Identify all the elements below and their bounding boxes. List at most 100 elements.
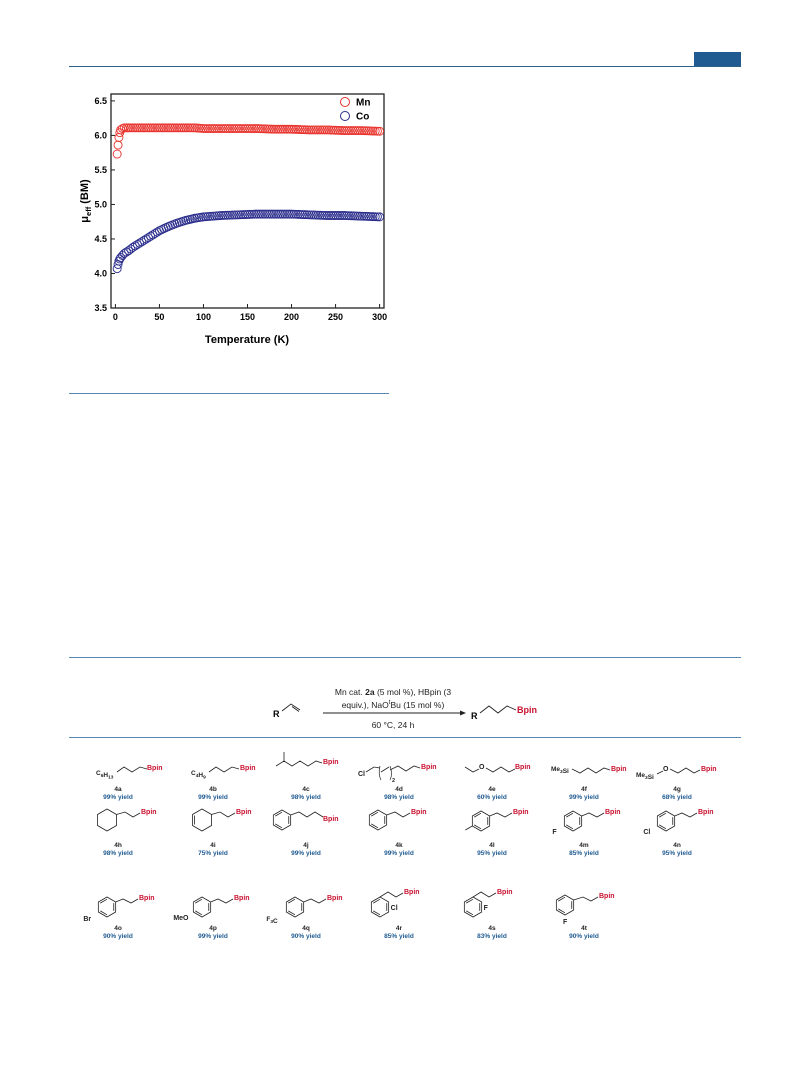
- atom-label: Me3Si: [551, 766, 569, 775]
- compound-4n: Bpin Cl 4n 95% yield: [628, 800, 726, 862]
- data-point: [295, 210, 305, 219]
- atom-label: Cl: [643, 829, 650, 836]
- compound-yield: 99% yield: [569, 794, 599, 801]
- data-point: [188, 214, 197, 224]
- data-point: [375, 126, 385, 136]
- data-point: [256, 209, 266, 219]
- data-point: [267, 209, 277, 219]
- structure-4m: Bpin F: [552, 809, 621, 836]
- data-point: [236, 210, 246, 220]
- x-tick-label: 0: [113, 312, 118, 322]
- bond: [380, 766, 390, 773]
- double-bond: [659, 812, 667, 818]
- compound-id: 4t: [581, 925, 587, 932]
- data-point: [271, 209, 281, 219]
- data-point: [126, 123, 136, 133]
- compound-4h: Bpin 4h 98% yield: [69, 800, 167, 862]
- compound-4e: O Bpin 4e 60% yield: [443, 744, 541, 806]
- data-point: [150, 228, 160, 238]
- bond: [674, 812, 698, 818]
- bpin-label: Bpin: [698, 809, 714, 816]
- bpin-label: Bpin: [421, 764, 437, 771]
- double-bond: [466, 910, 474, 916]
- data-point: [282, 209, 292, 219]
- data-point: [227, 124, 237, 133]
- data-point: [130, 123, 140, 133]
- data-point: [258, 209, 268, 219]
- data-point: [254, 124, 263, 134]
- compound-id: 4g: [673, 786, 681, 793]
- data-point: [247, 209, 257, 219]
- bpin-label: Bpin: [323, 816, 339, 823]
- scheme-top-rule: [69, 657, 741, 658]
- data-point: [225, 210, 235, 220]
- data-point: [280, 209, 290, 219]
- compound-4i: Bpin 4i 75% yield: [164, 800, 262, 862]
- data-point: [289, 124, 299, 134]
- data-point: [350, 211, 360, 221]
- data-point: [148, 123, 158, 133]
- data-point: [276, 124, 285, 134]
- atom-label: Cl: [358, 771, 365, 778]
- structure-4g: Me3Si O Bpin: [636, 766, 717, 781]
- compound-4g: Me3Si O Bpin 4g 68% yield: [628, 744, 726, 806]
- data-point: [174, 123, 184, 133]
- data-point: [276, 209, 285, 219]
- double-bond: [195, 910, 203, 916]
- data-point: [172, 123, 182, 133]
- structure-4s: Bpin F: [463, 889, 513, 918]
- data-point: [315, 210, 325, 220]
- bond: [489, 812, 513, 818]
- compound-id: 4r: [395, 925, 403, 932]
- data-point: [214, 124, 224, 133]
- bond: [465, 825, 473, 831]
- double-bond: [659, 824, 667, 830]
- structure-4o: Bpin Br: [83, 895, 154, 923]
- data-point: [251, 209, 261, 219]
- structure-4i: Bpin: [192, 808, 252, 832]
- data-point: [210, 124, 219, 133]
- data-point: [337, 211, 347, 220]
- ring: [471, 810, 491, 832]
- data-point: [170, 219, 180, 229]
- compound-yield: 90% yield: [103, 933, 133, 940]
- compound-4t: Bpin F 4t 90% yield: [535, 883, 633, 945]
- data-point: [304, 210, 314, 220]
- compound-id: 4p: [209, 925, 217, 932]
- compound-yield: 60% yield: [477, 794, 507, 801]
- compound-4l: Bpin 4l 95% yield: [443, 800, 541, 862]
- data-point: [267, 124, 277, 134]
- reaction-conditions: Mn cat. 2a (5 mol %), HBpin (3 equiv.), …: [334, 687, 452, 710]
- ring: [368, 809, 388, 831]
- compound-yield: 99% yield: [291, 850, 321, 857]
- data-point: [139, 123, 149, 133]
- compound-yield: 90% yield: [291, 933, 321, 940]
- data-point: [322, 211, 332, 220]
- data-point: [265, 209, 274, 219]
- data-point: [249, 124, 259, 133]
- compound-id: 4s: [488, 925, 496, 932]
- ring: [563, 810, 583, 832]
- data-point: [317, 125, 327, 135]
- bpin-label: Bpin: [404, 889, 420, 896]
- atom-label: MeO: [173, 915, 189, 922]
- data-point: [287, 124, 296, 134]
- y-tick-label: 6.5: [94, 96, 107, 106]
- data-point: [328, 211, 338, 220]
- bpin-label: Bpin: [701, 766, 717, 773]
- data-point: [293, 125, 303, 134]
- compound-yield: 98% yield: [384, 794, 414, 801]
- ring: [97, 896, 117, 918]
- data-point: [124, 123, 134, 133]
- data-point: [137, 237, 147, 247]
- bpin-label: Bpin: [605, 809, 621, 816]
- compound-yield: 85% yield: [384, 933, 414, 940]
- bond: [464, 766, 480, 773]
- legend-label: Co: [356, 112, 369, 123]
- data-point: [130, 241, 140, 251]
- data-point: [179, 216, 189, 226]
- data-point: [168, 123, 178, 133]
- bond: [116, 766, 148, 773]
- data-point: [306, 210, 316, 220]
- data-point: [295, 125, 305, 135]
